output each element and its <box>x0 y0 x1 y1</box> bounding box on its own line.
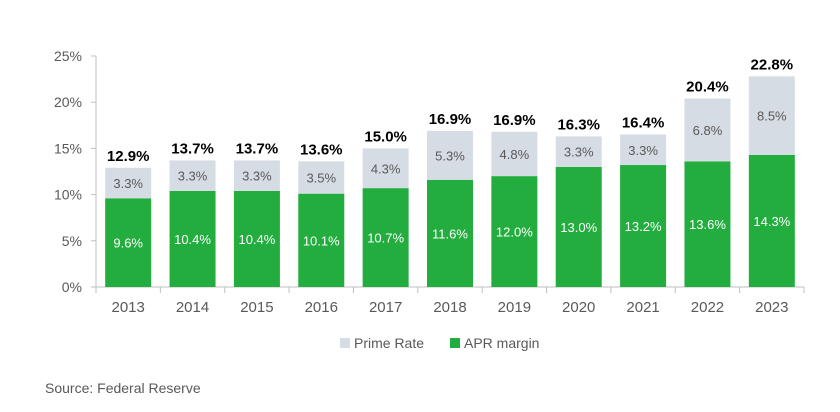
bar-apr-margin <box>105 198 152 287</box>
bar-prime-rate <box>684 98 731 162</box>
data-label-prime-rate: 3.3% <box>178 169 208 184</box>
x-tick-label: 2013 <box>111 299 144 316</box>
x-tick-label: 2023 <box>755 299 788 316</box>
data-label-apr-margin: 10.7% <box>367 231 404 246</box>
legend-label: APR margin <box>464 335 539 351</box>
x-tick-label: 2017 <box>369 299 402 316</box>
bar-apr-margin <box>298 193 345 287</box>
x-tick-label: 2018 <box>433 299 466 316</box>
x-tick-label: 2019 <box>498 299 531 316</box>
total-label: 12.9% <box>107 148 150 165</box>
bar-apr-margin <box>684 161 731 287</box>
data-label-prime-rate: 8.5% <box>757 109 787 124</box>
bar-prime-rate <box>105 167 152 199</box>
total-label: 16.9% <box>493 112 536 129</box>
data-label-apr-margin: 13.6% <box>689 217 726 232</box>
total-label: 20.4% <box>686 79 729 96</box>
total-label: 16.3% <box>557 116 600 133</box>
bar-prime-rate <box>555 136 602 167</box>
bar-apr-margin <box>362 188 409 287</box>
y-tick-label: 15% <box>54 140 82 156</box>
bar-prime-rate <box>169 160 216 191</box>
bar-apr-margin <box>233 190 280 287</box>
source-note: Source: Federal Reserve <box>45 380 201 396</box>
data-label-prime-rate: 6.8% <box>693 123 723 138</box>
data-label-prime-rate: 3.5% <box>306 171 336 186</box>
bar-apr-margin <box>491 176 538 287</box>
x-tick-label: 2021 <box>626 299 659 316</box>
data-label-apr-margin: 10.4% <box>174 232 211 247</box>
x-tick-label: 2015 <box>240 299 273 316</box>
data-label-prime-rate: 4.3% <box>371 161 401 176</box>
y-tick-label: 5% <box>62 233 82 249</box>
data-label-apr-margin: 10.4% <box>238 232 275 247</box>
x-tick-label: 2014 <box>176 299 209 316</box>
total-label: 16.4% <box>622 115 665 132</box>
stacked-bar-chart: 0% 5% 10% 15% 20% 25% 9.6% 3.3% 12.9% 2013 10.4% 3.… <box>54 48 805 351</box>
bar-prime-rate <box>233 160 280 191</box>
data-label-prime-rate: 4.8% <box>500 147 530 162</box>
data-label-prime-rate: 3.3% <box>564 145 594 160</box>
legend-label: Prime Rate <box>354 335 424 351</box>
y-tick-label: 25% <box>54 48 82 64</box>
data-label-apr-margin: 9.6% <box>113 236 143 251</box>
data-label-apr-margin: 14.3% <box>753 214 790 229</box>
y-tick-label: 20% <box>54 94 82 110</box>
total-label: 16.9% <box>429 111 472 128</box>
data-label-apr-margin: 13.2% <box>625 219 662 234</box>
data-label-apr-margin: 11.6% <box>432 226 468 241</box>
legend-swatch <box>340 338 350 348</box>
data-label-apr-margin: 10.1% <box>303 233 340 248</box>
y-tick-label: 0% <box>62 279 82 295</box>
x-tick-label: 2016 <box>305 299 338 316</box>
bar-apr-margin <box>748 154 795 287</box>
bar-prime-rate <box>362 148 409 189</box>
bar-prime-rate <box>748 76 795 155</box>
bar-prime-rate <box>298 161 345 194</box>
data-label-prime-rate: 3.3% <box>113 176 143 191</box>
data-label-apr-margin: 12.0% <box>496 225 533 240</box>
total-label: 13.6% <box>300 141 343 158</box>
legend-swatch <box>450 338 460 348</box>
bar-prime-rate <box>491 131 538 177</box>
bar-apr-margin <box>427 179 473 287</box>
total-label: 22.8% <box>751 56 794 73</box>
total-label: 13.7% <box>171 140 214 157</box>
total-label: 15.0% <box>364 128 407 145</box>
y-tick-label: 10% <box>54 187 82 203</box>
x-tick-label: 2020 <box>562 299 595 316</box>
x-tick-label: 2022 <box>691 299 724 316</box>
bar-prime-rate <box>620 134 667 166</box>
bar-apr-margin <box>169 190 216 287</box>
data-label-apr-margin: 13.0% <box>560 220 597 235</box>
total-label: 13.7% <box>236 140 279 157</box>
bar-prime-rate <box>427 130 473 180</box>
data-label-prime-rate: 3.3% <box>242 169 272 184</box>
bar-apr-margin <box>555 166 602 287</box>
data-label-prime-rate: 5.3% <box>435 148 465 163</box>
data-label-prime-rate: 3.3% <box>628 143 658 158</box>
bar-apr-margin <box>620 165 667 287</box>
